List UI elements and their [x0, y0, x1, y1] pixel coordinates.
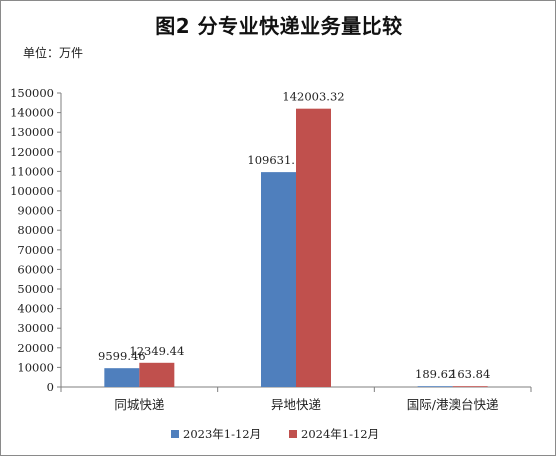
- data-label: 189.62: [415, 367, 455, 381]
- y-tick-label: 0: [47, 380, 54, 394]
- y-tick-label: 110000: [10, 164, 54, 178]
- category-label: 异地快递: [271, 397, 322, 412]
- data-label: 142003.32: [282, 90, 344, 104]
- y-tick-label: 20000: [17, 341, 54, 355]
- y-tick-label: 90000: [17, 204, 54, 218]
- legend-swatch: [289, 430, 297, 438]
- y-tick-label: 40000: [17, 302, 54, 316]
- legend-label: 2024年1-12月: [301, 427, 379, 441]
- unit-label: 单位：万件: [23, 46, 84, 60]
- y-tick-label: 70000: [17, 243, 54, 257]
- category-label: 同城快递: [114, 397, 165, 412]
- y-tick-label: 150000: [10, 86, 54, 100]
- category-label: 国际/港澳台快递: [407, 397, 499, 412]
- bar: [452, 386, 488, 387]
- data-label: 109631.19: [247, 153, 309, 167]
- data-label: 9599.46: [98, 349, 146, 363]
- bar: [104, 368, 140, 387]
- y-tick-label: 80000: [17, 223, 54, 237]
- y-tick-label: 120000: [10, 145, 54, 159]
- y-tick-label: 50000: [17, 282, 54, 296]
- y-tick-label: 10000: [17, 360, 54, 374]
- y-tick-label: 30000: [17, 321, 54, 335]
- y-tick-label: 140000: [10, 106, 54, 120]
- legend-label: 2023年1-12月: [183, 427, 261, 441]
- y-tick-label: 100000: [10, 184, 54, 198]
- y-tick-label: 60000: [17, 262, 54, 276]
- bar: [261, 172, 296, 387]
- bar: [417, 386, 453, 387]
- data-label: 163.84: [450, 367, 490, 381]
- bar: [139, 362, 175, 387]
- bar: [296, 108, 331, 387]
- legend-swatch: [171, 430, 179, 438]
- y-tick-label: 130000: [10, 125, 54, 139]
- data-label: 12349.44: [129, 344, 184, 358]
- chart-title: 图2 分专业快递业务量比较: [155, 14, 403, 38]
